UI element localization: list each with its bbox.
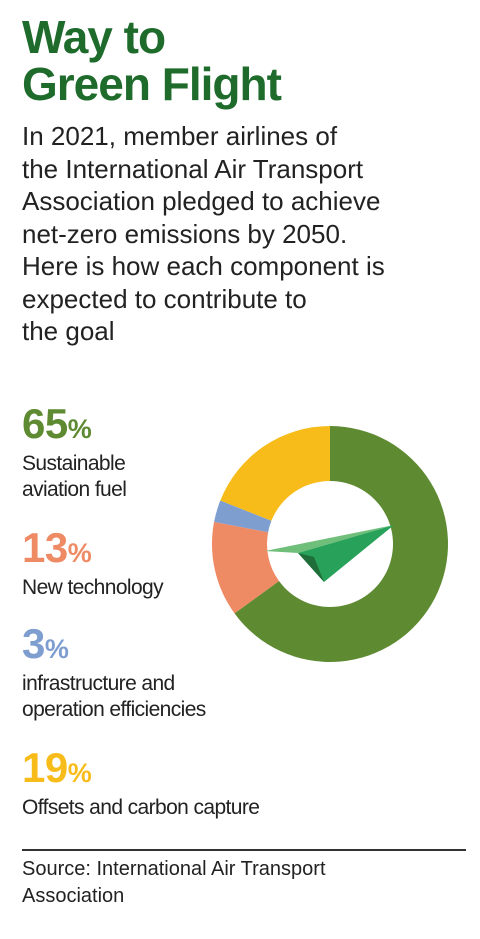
intro-line-5: Here is how each component is xyxy=(22,251,385,281)
percent-sign: % xyxy=(67,758,92,788)
title-line-2: Green Flight xyxy=(22,58,282,110)
legend-item-new-technology: 13% New technology xyxy=(22,526,164,601)
intro-line-4: net-zero emissions by 2050. xyxy=(22,218,348,249)
donut-chart xyxy=(212,426,448,662)
legend-number: 13 xyxy=(22,524,68,571)
legend-value-new-technology: 13% xyxy=(22,526,163,575)
legend-number: 19 xyxy=(22,744,68,791)
paper-plane-fold xyxy=(298,553,324,582)
legend-label-infrastructure: infrastructure and operation efficiencie… xyxy=(22,671,206,723)
legend-value-offsets: 19% xyxy=(22,746,259,795)
paper-plane-body xyxy=(298,525,394,582)
source-line-2: Association xyxy=(22,885,125,907)
intro-line-1: In 2021, member airlines of xyxy=(22,121,338,151)
intro-line-3: Association pledged to achieve xyxy=(22,186,381,216)
title-line-1: Way to xyxy=(22,11,166,63)
source-divider xyxy=(22,849,466,851)
legend-label-line: operation efficiencies xyxy=(22,698,206,721)
legend-value-sustainable-aviation-fuel: 65% xyxy=(22,402,126,451)
legend-label-line: New technology xyxy=(22,576,164,599)
legend-label-line: Sustainable xyxy=(22,452,126,475)
legend-value-infrastructure: 3% xyxy=(22,622,206,671)
legend-label-line: Offsets and carbon capture xyxy=(22,796,260,819)
legend-number: 3 xyxy=(22,620,45,667)
donut-slice-new-technology xyxy=(212,521,280,614)
source-line-1: Source: International Air Transport xyxy=(22,858,326,880)
percent-sign: % xyxy=(67,414,92,444)
intro-line-7: the goal xyxy=(22,316,115,346)
legend-number: 65 xyxy=(22,400,68,447)
donut-slices xyxy=(212,426,448,662)
legend-item-offsets: 19% Offsets and carbon capture xyxy=(22,746,260,821)
paper-plane-icon xyxy=(265,525,394,582)
legend-label-line: infrastructure and xyxy=(22,672,175,695)
intro-text: In 2021, member airlines of the Internat… xyxy=(22,120,462,348)
legend-item-infrastructure: 3% infrastructure and operation efficien… xyxy=(22,622,206,723)
percent-sign: % xyxy=(67,538,92,568)
intro-line-6: expected to contribute to xyxy=(22,283,307,314)
donut-slice-offsets-and-carbon-capture xyxy=(220,426,330,521)
intro-line-2: the International Air Transport xyxy=(22,153,364,184)
donut-slice-infrastructure-and-operation-efficiencies xyxy=(214,500,272,533)
legend-item-sustainable-aviation-fuel: 65% Sustainable aviation fuel xyxy=(22,402,127,503)
donut-slice-sustainable-aviation-fuel xyxy=(234,426,448,662)
paper-plane-top-wing xyxy=(265,525,394,553)
chart-title: Way to Green Flight xyxy=(22,11,282,110)
source-note: Source: International Air Transport Asso… xyxy=(22,856,462,910)
legend-label-offsets: Offsets and carbon capture xyxy=(22,795,260,821)
percent-sign: % xyxy=(44,634,69,664)
legend-label-sustainable-aviation-fuel: Sustainable aviation fuel xyxy=(22,451,127,503)
legend-label-new-technology: New technology xyxy=(22,575,164,601)
legend-label-line: aviation fuel xyxy=(22,478,127,501)
